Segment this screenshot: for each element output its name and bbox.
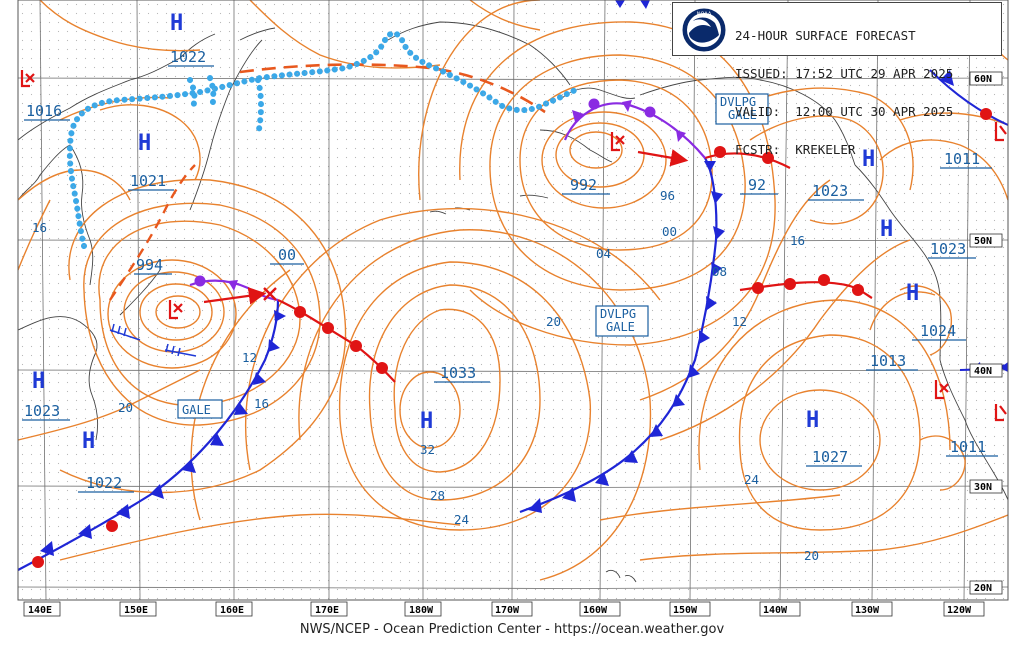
pressure-value: 1016 (26, 102, 62, 120)
issued-time: ISSUED: 17:52 UTC 29 APR 2025 (735, 65, 954, 81)
developing-gale-label: DVLPG (600, 307, 636, 321)
gale-warning-label: GALE (182, 403, 211, 417)
longitude-label: 140W (763, 605, 788, 616)
sea-ice-edge (66, 30, 583, 249)
isobar-label: 16 (790, 233, 805, 248)
isobar-label: 16 (32, 220, 47, 235)
high-center-marker: H (862, 147, 875, 172)
high-center-marker: H (138, 131, 151, 156)
latitude-label: 20N (974, 583, 992, 594)
low-markers (20, 70, 1007, 422)
isobar-label: 00 (662, 224, 677, 239)
cold-front-west (17, 299, 280, 571)
latitude-label: 40N (974, 366, 992, 377)
high-center-marker: H (806, 408, 819, 433)
pressure-value: 1033 (440, 364, 476, 382)
pressure-value: 1023 (930, 240, 966, 258)
longitude-label: 130W (855, 605, 880, 616)
high-center-marker: H (906, 281, 919, 306)
low-center-marker (168, 300, 183, 320)
low-center-marker (610, 132, 625, 152)
high-center-marker: H (32, 369, 45, 394)
isobar-label: 20 (804, 548, 819, 563)
developing-gale-label: GALE (606, 320, 635, 334)
isobar-label: 28 (430, 488, 445, 503)
longitude-label: 120W (947, 605, 972, 616)
noaa-logo-icon: NOAA (681, 7, 727, 53)
isobar-label: 08 (712, 264, 727, 279)
svg-text:NOAA: NOAA (697, 12, 712, 18)
longitude-label: 170E (315, 605, 339, 616)
isobar-label: 24 (454, 512, 469, 527)
pressure-value: 1023 (812, 182, 848, 200)
pressure-value: 00 (278, 246, 296, 264)
longitude-label: 160W (583, 605, 608, 616)
longitude-label: 180W (409, 605, 434, 616)
forecast-info-box: NOAA 24-HOUR SURFACE FORECAST ISSUED: 17… (672, 2, 1002, 155)
forecast-x-mark (263, 287, 277, 301)
pressure-value: 1013 (870, 352, 906, 370)
high-center-marker: H (420, 409, 433, 434)
isobar-label: 96 (660, 188, 675, 203)
isobar-label: 16 (254, 396, 269, 411)
valid-time: VALID: 12:00 UTC 30 APR 2025 (735, 103, 954, 119)
forecast-title: 24-HOUR SURFACE FORECAST (735, 28, 916, 44)
pressure-value: 1011 (944, 150, 980, 168)
pressure-value: 992 (570, 176, 597, 194)
isobar-label: 12 (732, 314, 747, 329)
low-motion-arrow-east (637, 149, 689, 167)
pressure-value: 92 (748, 176, 766, 194)
longitude-label: 150E (124, 605, 148, 616)
longitude-label: 160E (220, 605, 244, 616)
low-center-marker (20, 70, 35, 88)
high-center-marker: H (170, 11, 183, 36)
pressure-value: 1027 (812, 448, 848, 466)
isobar-label: 20 (546, 314, 561, 329)
isobar-label: 12 (242, 350, 257, 365)
pressure-value: 1023 (24, 402, 60, 420)
low-center-marker (994, 404, 1007, 422)
pressure-value: 994 (136, 256, 163, 274)
latitude-label: 30N (974, 482, 992, 493)
high-center-marker: H (880, 217, 893, 242)
wind-barbs (109, 323, 197, 357)
isobar-label: 24 (744, 472, 759, 487)
pressure-value: 1022 (170, 48, 206, 66)
longitude-label: 170W (495, 605, 520, 616)
high-center-marker: H (82, 429, 95, 454)
developing-gale-label: GALE (728, 108, 757, 122)
footer-credit: NWS/NCEP - Ocean Prediction Center - htt… (299, 622, 725, 637)
latitude-label: 60N (974, 74, 992, 85)
isobar-label: 20 (118, 400, 133, 415)
forecaster: FCSTR: KREKELER (735, 141, 856, 157)
pressure-value: 1021 (130, 172, 166, 190)
low-motion-arrow-west (203, 287, 267, 305)
pressure-value: 1022 (86, 474, 122, 492)
isobar-label: 04 (596, 246, 611, 261)
longitude-label: 140E (28, 605, 52, 616)
low-center-marker (994, 122, 1007, 142)
isobar-label: 32 (420, 442, 435, 457)
front-symbols (32, 0, 1008, 568)
longitude-label: 150W (673, 605, 698, 616)
low-center-marker (934, 380, 949, 400)
latitude-label: 50N (974, 236, 992, 247)
pressure-value: 1011 (950, 438, 986, 456)
motion-arrows (203, 149, 689, 305)
pressure-value: 1024 (920, 322, 956, 340)
developing-gale-label: DVLPG (720, 95, 756, 109)
